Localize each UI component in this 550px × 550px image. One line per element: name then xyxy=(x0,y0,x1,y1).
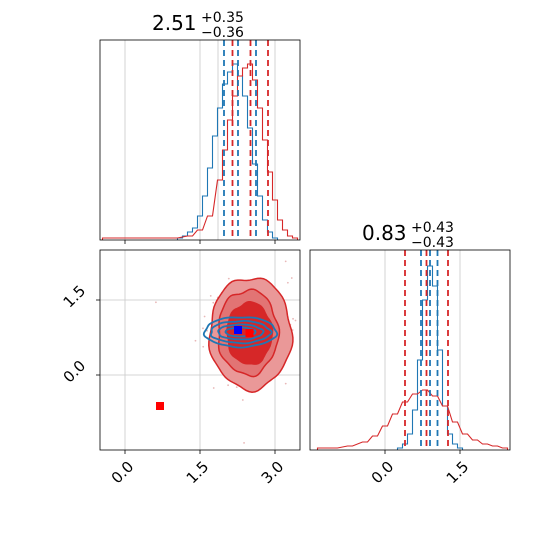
scatter-point xyxy=(227,277,230,280)
x-tick-label: 1.5 xyxy=(443,458,473,488)
scatter-point xyxy=(324,332,326,334)
x-tick-label: 3.0 xyxy=(258,458,288,488)
title-param-1: 2.51 +0.35 −0.36 xyxy=(152,10,244,41)
y-tick-label: 1.5 xyxy=(60,282,90,312)
title-2-plus: +0.43 xyxy=(411,220,454,236)
scatter-point xyxy=(212,301,215,304)
contour-blue-3 xyxy=(217,323,265,341)
marker-square-2 xyxy=(234,326,242,334)
histogram-series-1-param-1 xyxy=(176,63,279,240)
title-2-minus: −0.43 xyxy=(411,235,454,251)
marker-square-1 xyxy=(156,402,164,410)
scatter-point xyxy=(155,301,157,304)
scatter-point xyxy=(202,327,204,330)
scatter-point xyxy=(290,277,293,279)
scatter-point xyxy=(292,317,294,320)
x-tick-label: 1.5 xyxy=(183,458,213,488)
title-1-value: 2.51 xyxy=(152,11,197,35)
x-tick-label: 0.0 xyxy=(108,458,138,488)
scatter-point xyxy=(194,339,197,342)
scatter-point xyxy=(284,382,287,385)
histogram-panel-param-2 xyxy=(309,249,511,451)
x-tick-label: 0.0 xyxy=(368,458,398,488)
title-1-minus: −0.36 xyxy=(201,25,244,41)
contour-blue-1 xyxy=(202,316,279,349)
title-1-plus: +0.35 xyxy=(201,10,244,26)
title-param-2: 0.83 +0.43 −0.43 xyxy=(362,220,454,251)
histogram-series-2-param-1 xyxy=(101,63,299,240)
scatter-point xyxy=(202,345,205,348)
axes-frame xyxy=(309,249,511,451)
scatter-point xyxy=(203,315,206,318)
scatter-point xyxy=(284,260,287,263)
histogram-series-2-param-2 xyxy=(316,389,509,450)
scatter-point xyxy=(294,319,297,322)
contour-blue-2 xyxy=(210,320,273,345)
scatter-point xyxy=(243,442,245,444)
marker-square-3 xyxy=(245,329,254,337)
joint-density-panel xyxy=(99,249,326,451)
scatter-point xyxy=(227,384,230,387)
title-2-value: 0.83 xyxy=(362,221,407,245)
scatter-point xyxy=(235,386,238,388)
scatter-point xyxy=(286,281,289,284)
y-tick-label: 0.0 xyxy=(60,357,90,387)
scatter-point xyxy=(212,387,215,389)
scatter-point xyxy=(209,294,212,297)
histogram-panel-param-1 xyxy=(99,39,301,241)
scatter-point xyxy=(241,399,244,401)
